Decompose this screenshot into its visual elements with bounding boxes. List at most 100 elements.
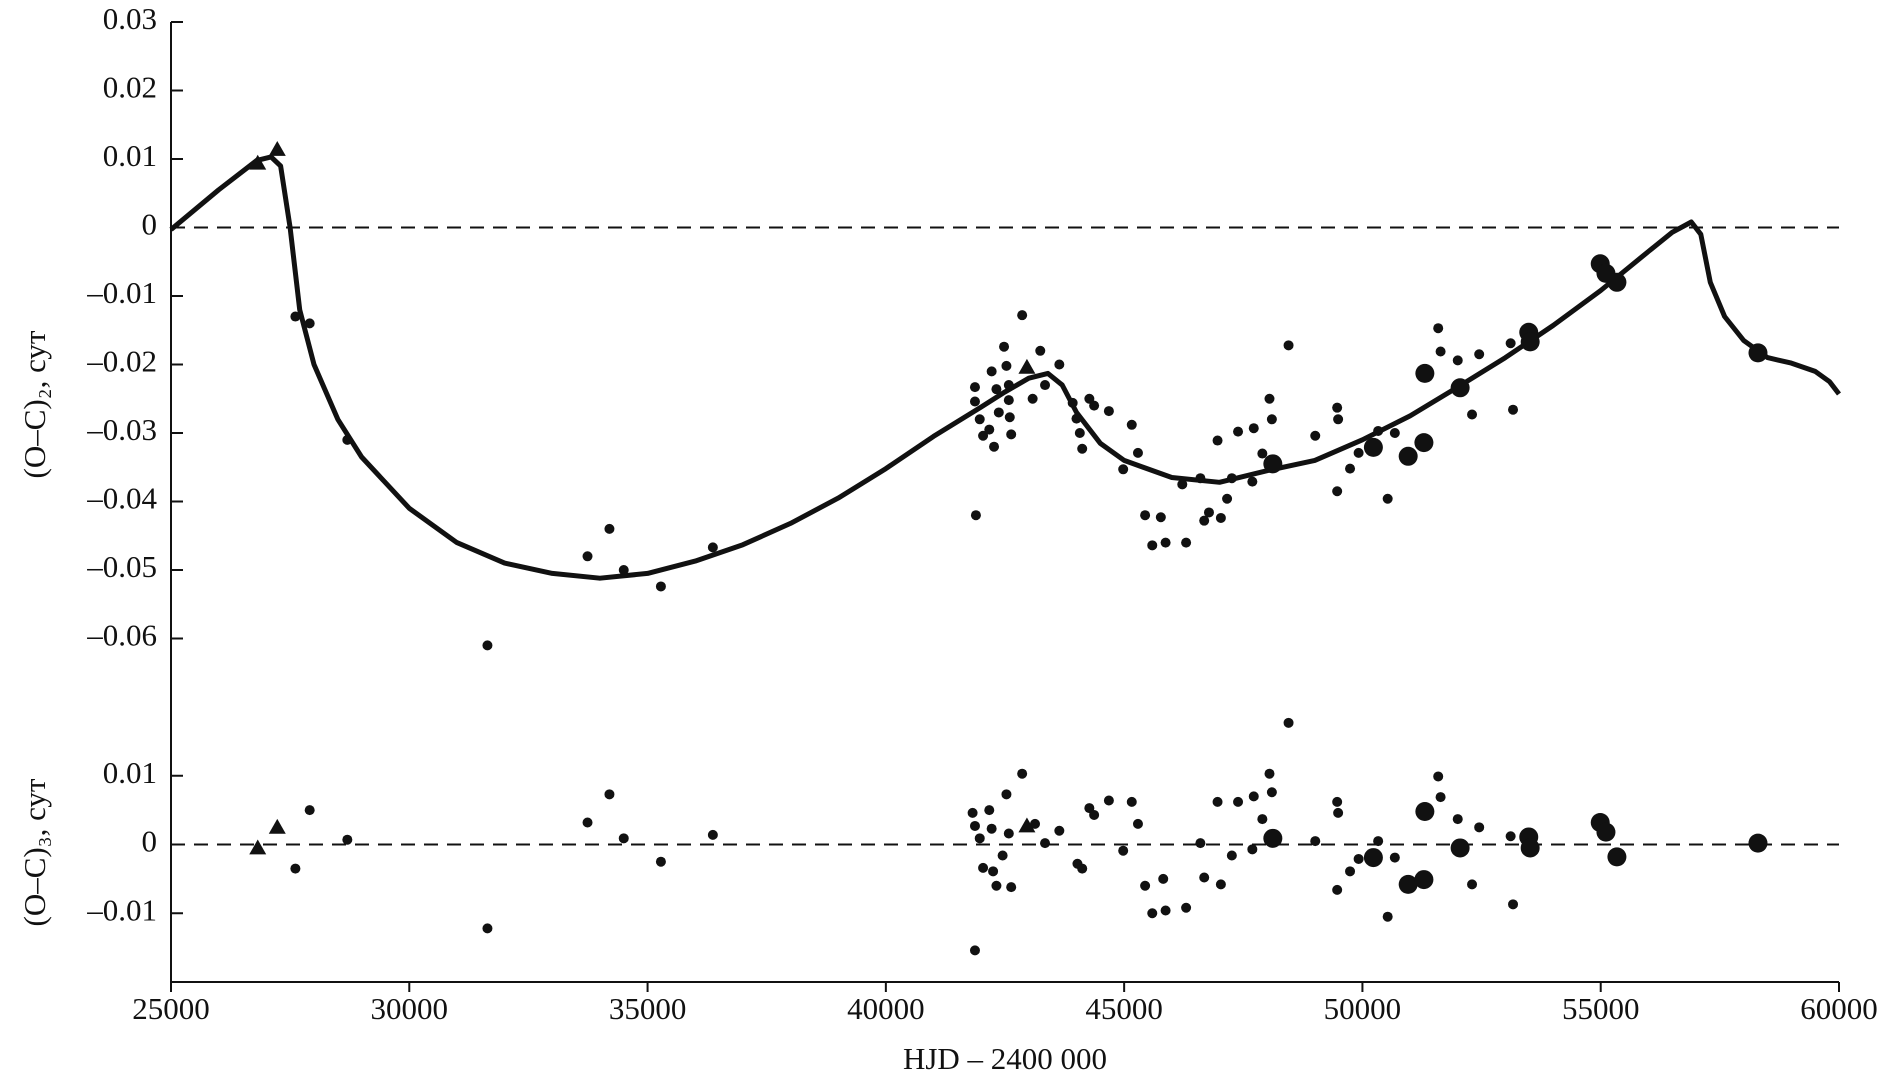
large-point <box>1415 363 1435 383</box>
x-tick-label: 35000 <box>609 991 687 1026</box>
point <box>1155 512 1166 523</box>
triangle-point <box>249 839 267 855</box>
point <box>1077 443 1088 454</box>
point <box>1226 850 1237 861</box>
y-tick-label: –0.01 <box>86 892 157 927</box>
y-tick-label: –0.01 <box>86 275 157 310</box>
point <box>1071 413 1082 424</box>
point <box>1195 838 1206 849</box>
point <box>1505 831 1516 842</box>
large-point <box>1415 802 1435 821</box>
point <box>1389 428 1400 438</box>
point <box>707 829 718 840</box>
point <box>1089 400 1100 411</box>
point <box>1332 486 1343 497</box>
point <box>1017 310 1028 321</box>
point <box>1001 789 1012 800</box>
point <box>1006 882 1017 893</box>
point <box>1373 425 1384 436</box>
point <box>1118 845 1129 856</box>
large-point <box>1263 828 1283 848</box>
triangle-point <box>249 154 267 170</box>
point <box>1132 818 1143 829</box>
large-point <box>1607 272 1627 292</box>
point <box>1160 537 1171 548</box>
point <box>1006 429 1017 440</box>
point <box>1027 393 1038 404</box>
point <box>342 434 353 445</box>
point <box>1030 818 1041 829</box>
point <box>342 834 353 845</box>
large-point <box>1398 874 1418 894</box>
point <box>1147 540 1158 551</box>
large-point <box>1450 378 1470 398</box>
y-tick-label: –0.04 <box>86 481 157 516</box>
y-tick-label: 0.01 <box>103 755 157 790</box>
point <box>1433 771 1444 782</box>
x-tick-label: 55000 <box>1562 991 1640 1026</box>
point <box>1257 448 1268 459</box>
point <box>1264 393 1275 404</box>
point <box>618 833 629 844</box>
point <box>1435 346 1446 357</box>
point <box>1353 447 1364 458</box>
point <box>1040 838 1051 849</box>
point <box>1353 853 1364 864</box>
point <box>1435 792 1446 803</box>
y-tick-label: 0 <box>142 207 158 242</box>
point <box>1266 787 1277 798</box>
point <box>1222 493 1233 504</box>
point <box>999 341 1010 352</box>
y-tick-label: –0.05 <box>86 549 157 584</box>
point <box>991 880 1002 891</box>
point <box>1003 828 1014 839</box>
point <box>304 805 315 816</box>
point <box>974 833 985 844</box>
point <box>1345 463 1356 474</box>
point <box>304 318 315 329</box>
point <box>1132 447 1143 458</box>
point <box>1195 473 1206 484</box>
point <box>1140 510 1151 521</box>
point <box>1003 380 1014 391</box>
y-tick-label: –0.06 <box>86 618 157 653</box>
point <box>1233 426 1244 437</box>
point <box>1433 323 1444 334</box>
point <box>978 430 989 441</box>
point <box>1074 428 1085 438</box>
large-point <box>1414 870 1434 890</box>
point <box>1505 338 1516 349</box>
point <box>969 382 980 393</box>
point <box>1247 476 1258 487</box>
large-point <box>1596 822 1616 842</box>
x-tick-label: 50000 <box>1324 991 1402 1026</box>
point <box>582 551 593 562</box>
point <box>978 862 989 873</box>
y-tick-label: –0.03 <box>86 412 157 447</box>
point <box>290 863 301 874</box>
point <box>1215 879 1226 890</box>
point <box>1310 836 1321 847</box>
point <box>1140 880 1151 891</box>
point <box>1118 464 1129 475</box>
point <box>1452 814 1463 825</box>
point <box>1389 852 1400 863</box>
y-tick-label: 0 <box>142 824 158 859</box>
large-point <box>1263 454 1283 474</box>
point <box>290 311 301 322</box>
point <box>997 850 1008 861</box>
y-axis-label: (O–C)₃, сут <box>17 778 52 926</box>
x-tick-label: 45000 <box>1085 991 1163 1026</box>
point <box>1248 791 1259 802</box>
point <box>1266 414 1277 425</box>
point <box>1158 873 1169 884</box>
point <box>1283 340 1294 351</box>
point <box>1467 409 1478 420</box>
x-axis-label: HJD – 2400 000 <box>903 1041 1107 1076</box>
point <box>604 523 615 534</box>
point <box>1333 807 1344 818</box>
y-tick-label: 0.01 <box>103 138 157 173</box>
y-axis-label: (O–C)₂, сут <box>17 330 52 478</box>
point <box>482 923 493 934</box>
